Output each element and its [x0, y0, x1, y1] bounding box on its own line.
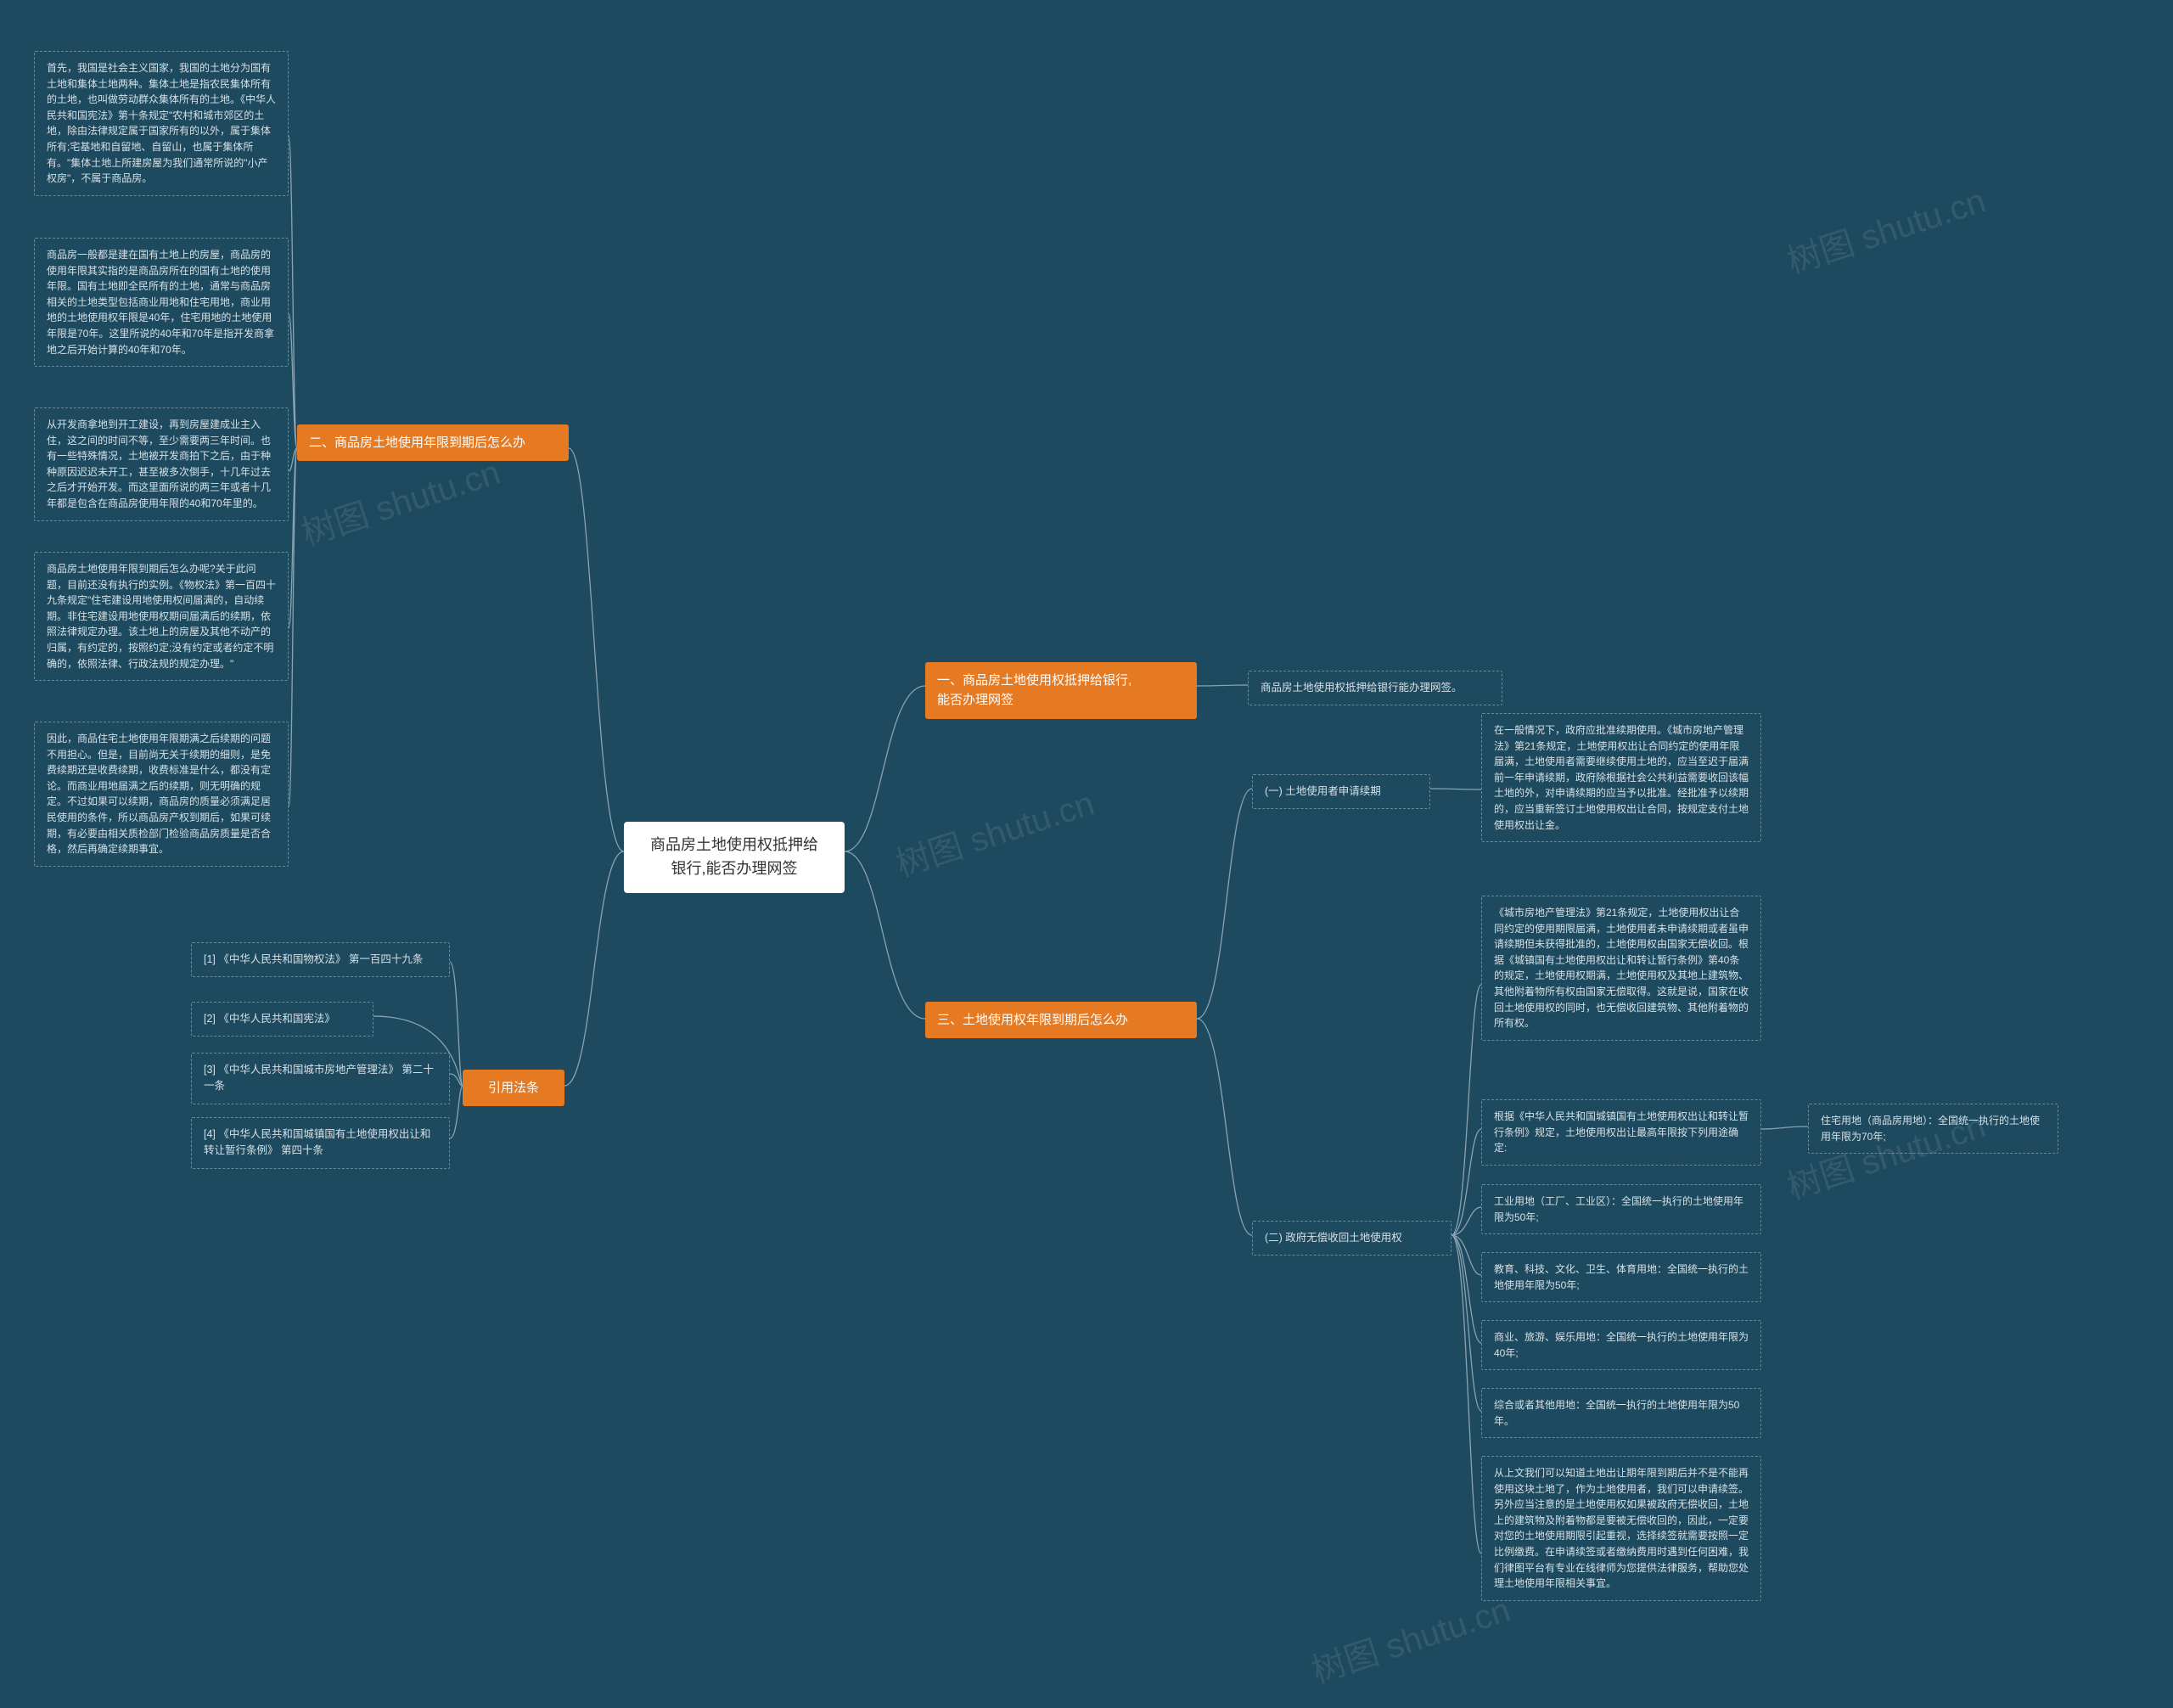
branch-2-leaf-1-text: 商品房一般都是建在国有土地上的房屋，商品房的使用年限其实指的是商品房所在的国有土…: [47, 249, 274, 356]
branch-2-leaf-2: 从开发商拿地到开工建设，再到房屋建成业主入住，这之间的时间不等，至少需要两三年时…: [34, 407, 289, 521]
ref-leaf-0-text: [1] 《中华人民共和国物权法》 第一百四十九条: [204, 953, 423, 965]
branch-3-group-1-leaf-5-text: 从上文我们可以知道土地出让期年限到期后并不是不能再使用这块土地了，作为土地使用者…: [1494, 1467, 1749, 1589]
branch-3-group-1-leaf-1-text: 工业用地（工厂、工业区）：全国统一执行的土地使用年限为50年;: [1494, 1195, 1743, 1223]
ref-leaf-3: [4] 《中华人民共和国城镇国有土地使用权出让和转让暂行条例》 第四十条: [191, 1117, 450, 1169]
branch-3-group-0-leaf-0: 在一般情况下，政府应批准续期使用。《城市房地产管理法》第21条规定，土地使用权出…: [1481, 713, 1761, 842]
center-node: 商品房土地使用权抵押给银行,能否办理网签: [624, 822, 845, 893]
branch-2-title-text: 二、商品房土地使用年限到期后怎么办: [309, 435, 525, 450]
center-text: 商品房土地使用权抵押给银行,能否办理网签: [650, 836, 818, 877]
branch-1-leaf-0: 商品房土地使用权抵押给银行能办理网签。: [1248, 671, 1502, 705]
branch-3-group-1-leaf-0: 住宅用地（商品房用地）：全国统一执行的土地使用年限为70年;: [1808, 1104, 2058, 1154]
ref-title: 引用法条: [463, 1070, 564, 1106]
branch-3-title-text: 三、土地使用权年限到期后怎么办: [937, 1013, 1128, 1027]
branch-2-leaf-1: 商品房一般都是建在国有土地上的房屋，商品房的使用年限其实指的是商品房所在的国有土…: [34, 238, 289, 367]
branch-2-leaf-2-text: 从开发商拿地到开工建设，再到房屋建成业主入住，这之间的时间不等，至少需要两三年时…: [47, 419, 271, 509]
branch-3-group-1-intro: 《城市房地产管理法》第21条规定，土地使用权出让合同约定的使用期限届满，土地使用…: [1481, 896, 1761, 1041]
branch-2-leaf-0-text: 首先，我国是社会主义国家，我国的土地分为国有土地和集体土地两种。集体土地是指农民…: [47, 62, 276, 184]
branch-3-group-1-leaf-4-text: 综合或者其他用地：全国统一执行的土地使用年限为50年。: [1494, 1399, 1739, 1427]
branch-3-group-1-leaf-1: 工业用地（工厂、工业区）：全国统一执行的土地使用年限为50年;: [1481, 1184, 1761, 1234]
branch-3-group-0-label-text: (一) 土地使用者申请续期: [1265, 785, 1381, 797]
watermark: 树图 shutu.cn: [889, 776, 1099, 886]
branch-2-leaf-3-text: 商品房土地使用年限到期后怎么办呢?关于此问题，目前还没有执行的实例。《物权法》第…: [47, 563, 276, 670]
branch-3-group-1-leaf-0-text: 住宅用地（商品房用地）：全国统一执行的土地使用年限为70年;: [1821, 1115, 2040, 1143]
branch-3-group-1-subintro: 根据《中华人民共和国城镇国有土地使用权出让和转让暂行条例》规定，土地使用权出让最…: [1481, 1099, 1761, 1166]
branch-3-group-1-label: (二) 政府无偿收回土地使用权: [1252, 1221, 1451, 1256]
branch-2-leaf-4-text: 因此，商品住宅土地使用年限期满之后续期的问题不用担心。但是，目前尚无关于续期的细…: [47, 733, 271, 855]
branch-3-group-1-leaf-2-text: 教育、科技、文化、卫生、体育用地：全国统一执行的土地使用年限为50年;: [1494, 1263, 1749, 1291]
branch-2-leaf-0: 首先，我国是社会主义国家，我国的土地分为国有土地和集体土地两种。集体土地是指农民…: [34, 51, 289, 196]
connector-layer: [0, 0, 2173, 1708]
branch-2-title: 二、商品房土地使用年限到期后怎么办: [297, 424, 569, 461]
branch-3-group-1-intro-text: 《城市房地产管理法》第21条规定，土地使用权出让合同约定的使用期限届满，土地使用…: [1494, 907, 1749, 1029]
branch-3-group-0-label: (一) 土地使用者申请续期: [1252, 774, 1430, 809]
ref-leaf-0: [1] 《中华人民共和国物权法》 第一百四十九条: [191, 942, 450, 977]
branch-2-leaf-4: 因此，商品住宅土地使用年限期满之后续期的问题不用担心。但是，目前尚无关于续期的细…: [34, 722, 289, 867]
watermark: 树图 shutu.cn: [295, 445, 505, 555]
branch-3-group-0-leaf-0-text: 在一般情况下，政府应批准续期使用。《城市房地产管理法》第21条规定，土地使用权出…: [1494, 724, 1749, 831]
branch-2-leaf-3: 商品房土地使用年限到期后怎么办呢?关于此问题，目前还没有执行的实例。《物权法》第…: [34, 552, 289, 681]
branch-3-group-1-leaf-5: 从上文我们可以知道土地出让期年限到期后并不是不能再使用这块土地了，作为土地使用者…: [1481, 1456, 1761, 1601]
watermark: 树图 shutu.cn: [1780, 173, 1991, 284]
branch-3-group-1-leaf-3-text: 商业、旅游、娱乐用地：全国统一执行的土地使用年限为40年;: [1494, 1331, 1749, 1359]
branch-3-group-1-leaf-4: 综合或者其他用地：全国统一执行的土地使用年限为50年。: [1481, 1388, 1761, 1438]
ref-leaf-2-text: [3] 《中华人民共和国城市房地产管理法》 第二十一条: [204, 1064, 434, 1092]
branch-3-title: 三、土地使用权年限到期后怎么办: [925, 1002, 1197, 1038]
branch-3-group-1-leaf-3: 商业、旅游、娱乐用地：全国统一执行的土地使用年限为40年;: [1481, 1320, 1761, 1370]
branch-3-group-1-leaf-2: 教育、科技、文化、卫生、体育用地：全国统一执行的土地使用年限为50年;: [1481, 1252, 1761, 1302]
branch-1-title: 一、商品房土地使用权抵押给银行,能否办理网签: [925, 662, 1197, 719]
ref-leaf-1-text: [2] 《中华人民共和国宪法》: [204, 1013, 335, 1025]
branch-3-group-1-subintro-text: 根据《中华人民共和国城镇国有土地使用权出让和转让暂行条例》规定，土地使用权出让最…: [1494, 1110, 1749, 1154]
branch-3-group-1-label-text: (二) 政府无偿收回土地使用权: [1265, 1232, 1402, 1244]
ref-leaf-2: [3] 《中华人民共和国城市房地产管理法》 第二十一条: [191, 1053, 450, 1104]
branch-1-title-text: 一、商品房土地使用权抵押给银行,能否办理网签: [937, 673, 1131, 707]
branch-1-leaf-0-text: 商品房土地使用权抵押给银行能办理网签。: [1261, 682, 1463, 694]
ref-leaf-1: [2] 《中华人民共和国宪法》: [191, 1002, 373, 1037]
ref-leaf-3-text: [4] 《中华人民共和国城镇国有土地使用权出让和转让暂行条例》 第四十条: [204, 1128, 430, 1156]
ref-title-text: 引用法条: [488, 1081, 539, 1095]
